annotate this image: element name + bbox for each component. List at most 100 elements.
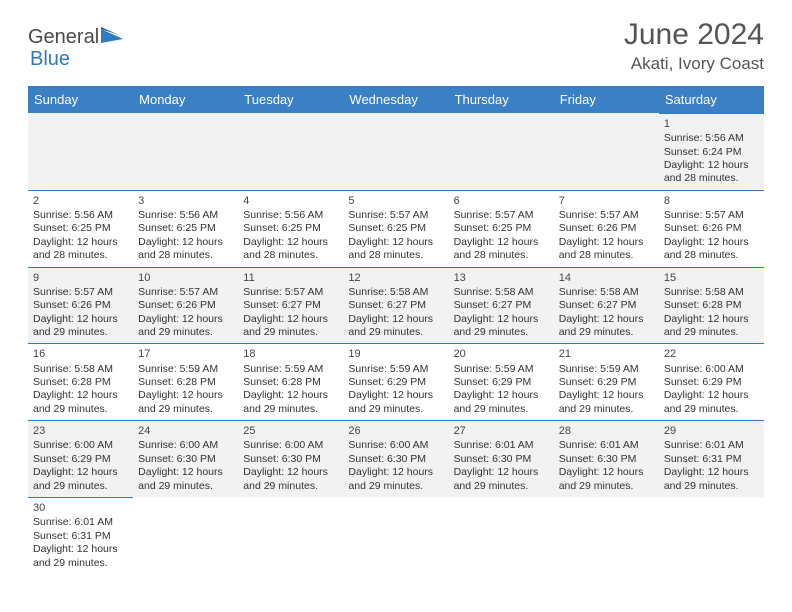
- calendar-cell: 16Sunrise: 5:58 AMSunset: 6:28 PMDayligh…: [28, 343, 133, 420]
- sunset-line: Sunset: 6:30 PM: [138, 453, 233, 466]
- day-number: 8: [664, 194, 759, 208]
- calendar-cell: 14Sunrise: 5:58 AMSunset: 6:27 PMDayligh…: [554, 267, 659, 344]
- calendar-cell-empty: [449, 497, 554, 574]
- sunset-line: Sunset: 6:27 PM: [454, 299, 549, 312]
- daylight-line: Daylight: 12 hours and 29 minutes.: [454, 466, 549, 493]
- sunset-line: Sunset: 6:25 PM: [454, 222, 549, 235]
- day-number: 9: [33, 271, 128, 285]
- daylight-line: Daylight: 12 hours and 29 minutes.: [664, 389, 759, 416]
- sunrise-line: Sunrise: 5:59 AM: [138, 363, 233, 376]
- sunrise-line: Sunrise: 6:01 AM: [664, 439, 759, 452]
- daylight-line: Daylight: 12 hours and 29 minutes.: [348, 466, 443, 493]
- sunset-line: Sunset: 6:30 PM: [454, 453, 549, 466]
- calendar-cell-empty: [449, 113, 554, 190]
- sunrise-line: Sunrise: 5:56 AM: [33, 209, 128, 222]
- calendar-cell: 8Sunrise: 5:57 AMSunset: 6:26 PMDaylight…: [659, 190, 764, 267]
- day-number: 26: [348, 424, 443, 438]
- sunrise-line: Sunrise: 5:59 AM: [559, 363, 654, 376]
- daylight-line: Daylight: 12 hours and 29 minutes.: [454, 313, 549, 340]
- calendar-cell: 18Sunrise: 5:59 AMSunset: 6:28 PMDayligh…: [238, 343, 343, 420]
- sunrise-line: Sunrise: 5:59 AM: [243, 363, 338, 376]
- sunset-line: Sunset: 6:29 PM: [664, 376, 759, 389]
- sunrise-line: Sunrise: 6:01 AM: [454, 439, 549, 452]
- daylight-line: Daylight: 12 hours and 28 minutes.: [138, 236, 233, 263]
- calendar-cell-empty: [238, 497, 343, 574]
- sunrise-line: Sunrise: 5:57 AM: [243, 286, 338, 299]
- sunset-line: Sunset: 6:25 PM: [33, 222, 128, 235]
- sunrise-line: Sunrise: 6:00 AM: [33, 439, 128, 452]
- day-number: 2: [33, 194, 128, 208]
- sunset-line: Sunset: 6:29 PM: [348, 376, 443, 389]
- sunrise-line: Sunrise: 5:58 AM: [348, 286, 443, 299]
- logo-flag-icon: [101, 27, 127, 45]
- calendar-cell: 29Sunrise: 6:01 AMSunset: 6:31 PMDayligh…: [659, 420, 764, 497]
- calendar-cell: 5Sunrise: 5:57 AMSunset: 6:25 PMDaylight…: [343, 190, 448, 267]
- day-number: 13: [454, 271, 549, 285]
- day-number: 24: [138, 424, 233, 438]
- daylight-line: Daylight: 12 hours and 29 minutes.: [559, 466, 654, 493]
- sunrise-line: Sunrise: 5:58 AM: [559, 286, 654, 299]
- logo-text-general: General: [28, 26, 99, 49]
- sunrise-line: Sunrise: 5:57 AM: [138, 286, 233, 299]
- sunset-line: Sunset: 6:28 PM: [664, 299, 759, 312]
- daylight-line: Daylight: 12 hours and 29 minutes.: [454, 389, 549, 416]
- day-number: 5: [348, 194, 443, 208]
- sunrise-line: Sunrise: 6:00 AM: [138, 439, 233, 452]
- day-number: 28: [559, 424, 654, 438]
- sunset-line: Sunset: 6:29 PM: [33, 453, 128, 466]
- day-number: 11: [243, 271, 338, 285]
- calendar-cell: 4Sunrise: 5:56 AMSunset: 6:25 PMDaylight…: [238, 190, 343, 267]
- daylight-line: Daylight: 12 hours and 29 minutes.: [664, 313, 759, 340]
- calendar-cell: 11Sunrise: 5:57 AMSunset: 6:27 PMDayligh…: [238, 267, 343, 344]
- sunrise-line: Sunrise: 6:00 AM: [348, 439, 443, 452]
- daylight-line: Daylight: 12 hours and 28 minutes.: [33, 236, 128, 263]
- daylight-line: Daylight: 12 hours and 29 minutes.: [559, 389, 654, 416]
- daylight-line: Daylight: 12 hours and 29 minutes.: [138, 313, 233, 340]
- calendar-cell: 20Sunrise: 5:59 AMSunset: 6:29 PMDayligh…: [449, 343, 554, 420]
- sunrise-line: Sunrise: 6:01 AM: [559, 439, 654, 452]
- sunrise-line: Sunrise: 5:59 AM: [348, 363, 443, 376]
- sunrise-line: Sunrise: 5:57 AM: [559, 209, 654, 222]
- calendar-cell: 9Sunrise: 5:57 AMSunset: 6:26 PMDaylight…: [28, 267, 133, 344]
- sunset-line: Sunset: 6:29 PM: [559, 376, 654, 389]
- sunrise-line: Sunrise: 5:57 AM: [454, 209, 549, 222]
- calendar-cell: 30Sunrise: 6:01 AMSunset: 6:31 PMDayligh…: [28, 497, 133, 574]
- day-number: 10: [138, 271, 233, 285]
- calendar-cell: 6Sunrise: 5:57 AMSunset: 6:25 PMDaylight…: [449, 190, 554, 267]
- sunset-line: Sunset: 6:25 PM: [348, 222, 443, 235]
- day-number: 21: [559, 347, 654, 361]
- calendar-cell-empty: [343, 113, 448, 190]
- daylight-line: Daylight: 12 hours and 29 minutes.: [348, 313, 443, 340]
- sunset-line: Sunset: 6:25 PM: [243, 222, 338, 235]
- calendar-cell: 13Sunrise: 5:58 AMSunset: 6:27 PMDayligh…: [449, 267, 554, 344]
- daylight-line: Daylight: 12 hours and 29 minutes.: [33, 313, 128, 340]
- calendar-cell-empty: [343, 497, 448, 574]
- sunset-line: Sunset: 6:28 PM: [33, 376, 128, 389]
- sunrise-line: Sunrise: 6:00 AM: [243, 439, 338, 452]
- day-number: 7: [559, 194, 654, 208]
- calendar-cell: 25Sunrise: 6:00 AMSunset: 6:30 PMDayligh…: [238, 420, 343, 497]
- logo: General: [28, 26, 127, 49]
- calendar-cell: 15Sunrise: 5:58 AMSunset: 6:28 PMDayligh…: [659, 267, 764, 344]
- day-number: 22: [664, 347, 759, 361]
- day-number: 3: [138, 194, 233, 208]
- sunset-line: Sunset: 6:31 PM: [664, 453, 759, 466]
- sunrise-line: Sunrise: 5:56 AM: [664, 132, 759, 145]
- sunrise-line: Sunrise: 5:58 AM: [664, 286, 759, 299]
- day-number: 1: [664, 117, 759, 131]
- calendar-cell: 21 Sunrise: 5:59 AMSunset: 6:29 PMDayligh…: [554, 343, 659, 420]
- calendar-cell: 2Sunrise: 5:56 AMSunset: 6:25 PMDaylight…: [28, 190, 133, 267]
- calendar-cell-empty: [659, 497, 764, 574]
- sunset-line: Sunset: 6:30 PM: [348, 453, 443, 466]
- sunset-line: Sunset: 6:29 PM: [454, 376, 549, 389]
- calendar-body: 1Sunrise: 5:56 AMSunset: 6:24 PMDaylight…: [28, 113, 764, 574]
- month-title: June 2024: [624, 18, 764, 52]
- sunset-line: Sunset: 6:27 PM: [559, 299, 654, 312]
- calendar-cell: 17Sunrise: 5:59 AMSunset: 6:28 PMDayligh…: [133, 343, 238, 420]
- calendar-cell-empty: [238, 113, 343, 190]
- calendar-cell: 24Sunrise: 6:00 AMSunset: 6:30 PMDayligh…: [133, 420, 238, 497]
- sunrise-line: Sunrise: 5:56 AM: [243, 209, 338, 222]
- calendar-cell: 28Sunrise: 6:01 AMSunset: 6:30 PMDayligh…: [554, 420, 659, 497]
- daylight-line: Daylight: 12 hours and 29 minutes.: [33, 389, 128, 416]
- location: Akati, Ivory Coast: [624, 54, 764, 74]
